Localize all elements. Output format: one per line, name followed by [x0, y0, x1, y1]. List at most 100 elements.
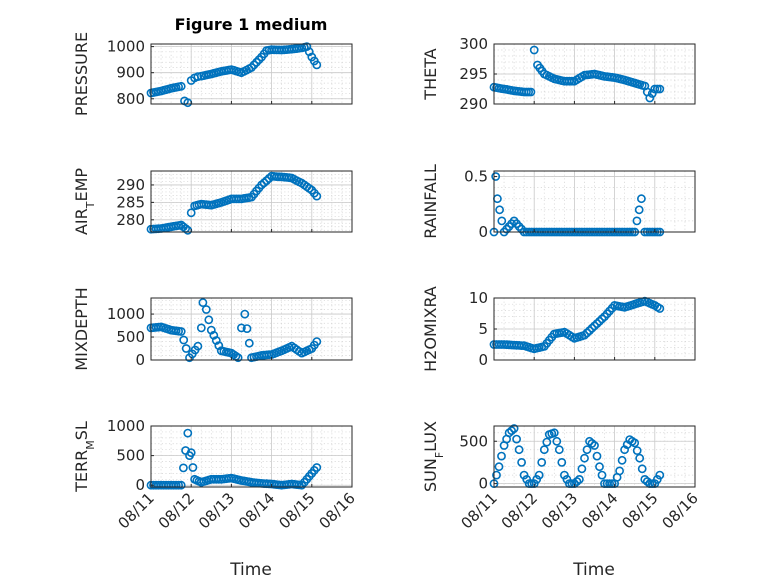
y-axis-label: THETA: [421, 48, 440, 100]
y-axis-label: MIXDEPTH: [72, 287, 91, 370]
data-point: [539, 445, 549, 455]
data-point: [627, 436, 637, 446]
data-point: [557, 328, 567, 337]
data-point: [304, 47, 314, 57]
x-tick-label: 08/16: [659, 489, 702, 532]
x-tick-label: 08/12: [498, 489, 541, 532]
data-point: [652, 84, 662, 94]
data-point: [214, 341, 224, 350]
data-point: [597, 470, 607, 480]
data-point: [512, 434, 521, 444]
y-axis-label: AIRTEMP: [72, 168, 97, 235]
y-axis-label: RAINFALL: [421, 164, 440, 239]
data-point: [582, 445, 592, 455]
x-tick-label: 08/13: [538, 489, 581, 532]
data-point: [582, 328, 592, 338]
data-point: [244, 338, 254, 348]
y-tick-label: 300: [459, 35, 488, 53]
data-point: [640, 474, 650, 484]
panel-theta: 290 295 300 THETA: [421, 35, 696, 113]
y-tick-label: 0: [478, 223, 488, 241]
data-point: [196, 323, 206, 333]
data-point: [617, 75, 627, 84]
data-point: [529, 45, 539, 55]
data-point: [552, 436, 562, 446]
data-point: [188, 463, 198, 472]
data-point: [262, 176, 271, 185]
data-point: [567, 76, 577, 86]
data-point: [577, 464, 587, 474]
data-point: [652, 474, 662, 484]
data-point: [174, 82, 183, 92]
data-point: [507, 426, 516, 436]
data-point: [590, 321, 599, 331]
panel-sun-flux: 0 500 SUNFLUX 08/1108/1208/1308/1408/1508/1…: [421, 421, 702, 532]
data-point: [242, 324, 252, 333]
data-point: [590, 441, 599, 450]
y-tick-label: 285: [116, 193, 145, 211]
data-point: [585, 436, 594, 446]
data-point: [595, 462, 604, 472]
data-point: [174, 326, 183, 336]
data-point: [652, 302, 662, 312]
data-point: [193, 72, 203, 81]
x-axis-label-left: Time: [229, 560, 272, 580]
data-point: [637, 80, 647, 90]
data-point: [174, 480, 183, 490]
x-tick-label: 08/14: [578, 489, 621, 532]
data-point: [181, 344, 191, 353]
axes-frame: [493, 425, 696, 488]
y-tick-label: 1000: [107, 417, 145, 435]
axes-frame: [150, 425, 353, 488]
y-tick-label: 500: [116, 447, 145, 465]
data-point: [627, 300, 637, 310]
data-point: [178, 463, 188, 473]
data-point: [592, 451, 602, 461]
data-point: [632, 216, 642, 226]
data-point: [494, 462, 504, 472]
data-point: [224, 348, 234, 357]
y-tick-label: 500: [116, 328, 145, 346]
data-point: [183, 428, 193, 438]
x-tick-label: 08/16: [316, 489, 359, 532]
axes-frame: [150, 170, 353, 233]
data-point: [519, 470, 529, 480]
data-point: [627, 77, 637, 87]
data-point: [612, 472, 622, 482]
x-tick-label: 08/12: [155, 489, 198, 532]
data-point: [179, 335, 189, 345]
panel-rainfall: 0 0.5 RAINFALL: [421, 164, 696, 241]
y-axis-label: H2OMIXRA: [421, 286, 440, 372]
x-tick-label: 08/13: [195, 489, 238, 532]
x-tick-label: 08/11: [115, 489, 158, 532]
data-point: [514, 445, 524, 455]
data-point: [204, 315, 214, 325]
data-point: [634, 205, 644, 215]
data-point: [249, 60, 259, 70]
data-point: [572, 477, 582, 486]
data-point: [190, 345, 200, 355]
data-point: [585, 326, 594, 335]
data-point: [502, 434, 511, 444]
y-tick-label: 5: [478, 320, 488, 338]
y-tick-label: 290: [459, 95, 488, 113]
data-point: [522, 474, 532, 484]
data-point: [309, 188, 319, 198]
y-tick-label: 800: [116, 90, 145, 108]
data-point: [562, 474, 572, 484]
data-point: [560, 470, 569, 480]
panel-terr-msl: 0 500 1000 TERRMSL 08/1108/1208/1308/1408/15…: [72, 417, 359, 532]
data-point: [294, 43, 304, 53]
data-point: [532, 474, 542, 484]
y-tick-label: 295: [459, 65, 488, 83]
data-point: [174, 221, 183, 230]
data-point: [495, 205, 504, 215]
y-tick-label: 900: [116, 64, 145, 82]
data-point: [557, 457, 567, 467]
y-tick-label: 290: [116, 176, 145, 194]
data-point: [595, 316, 604, 326]
data-point: [637, 464, 647, 474]
axes-frame: [150, 297, 353, 361]
